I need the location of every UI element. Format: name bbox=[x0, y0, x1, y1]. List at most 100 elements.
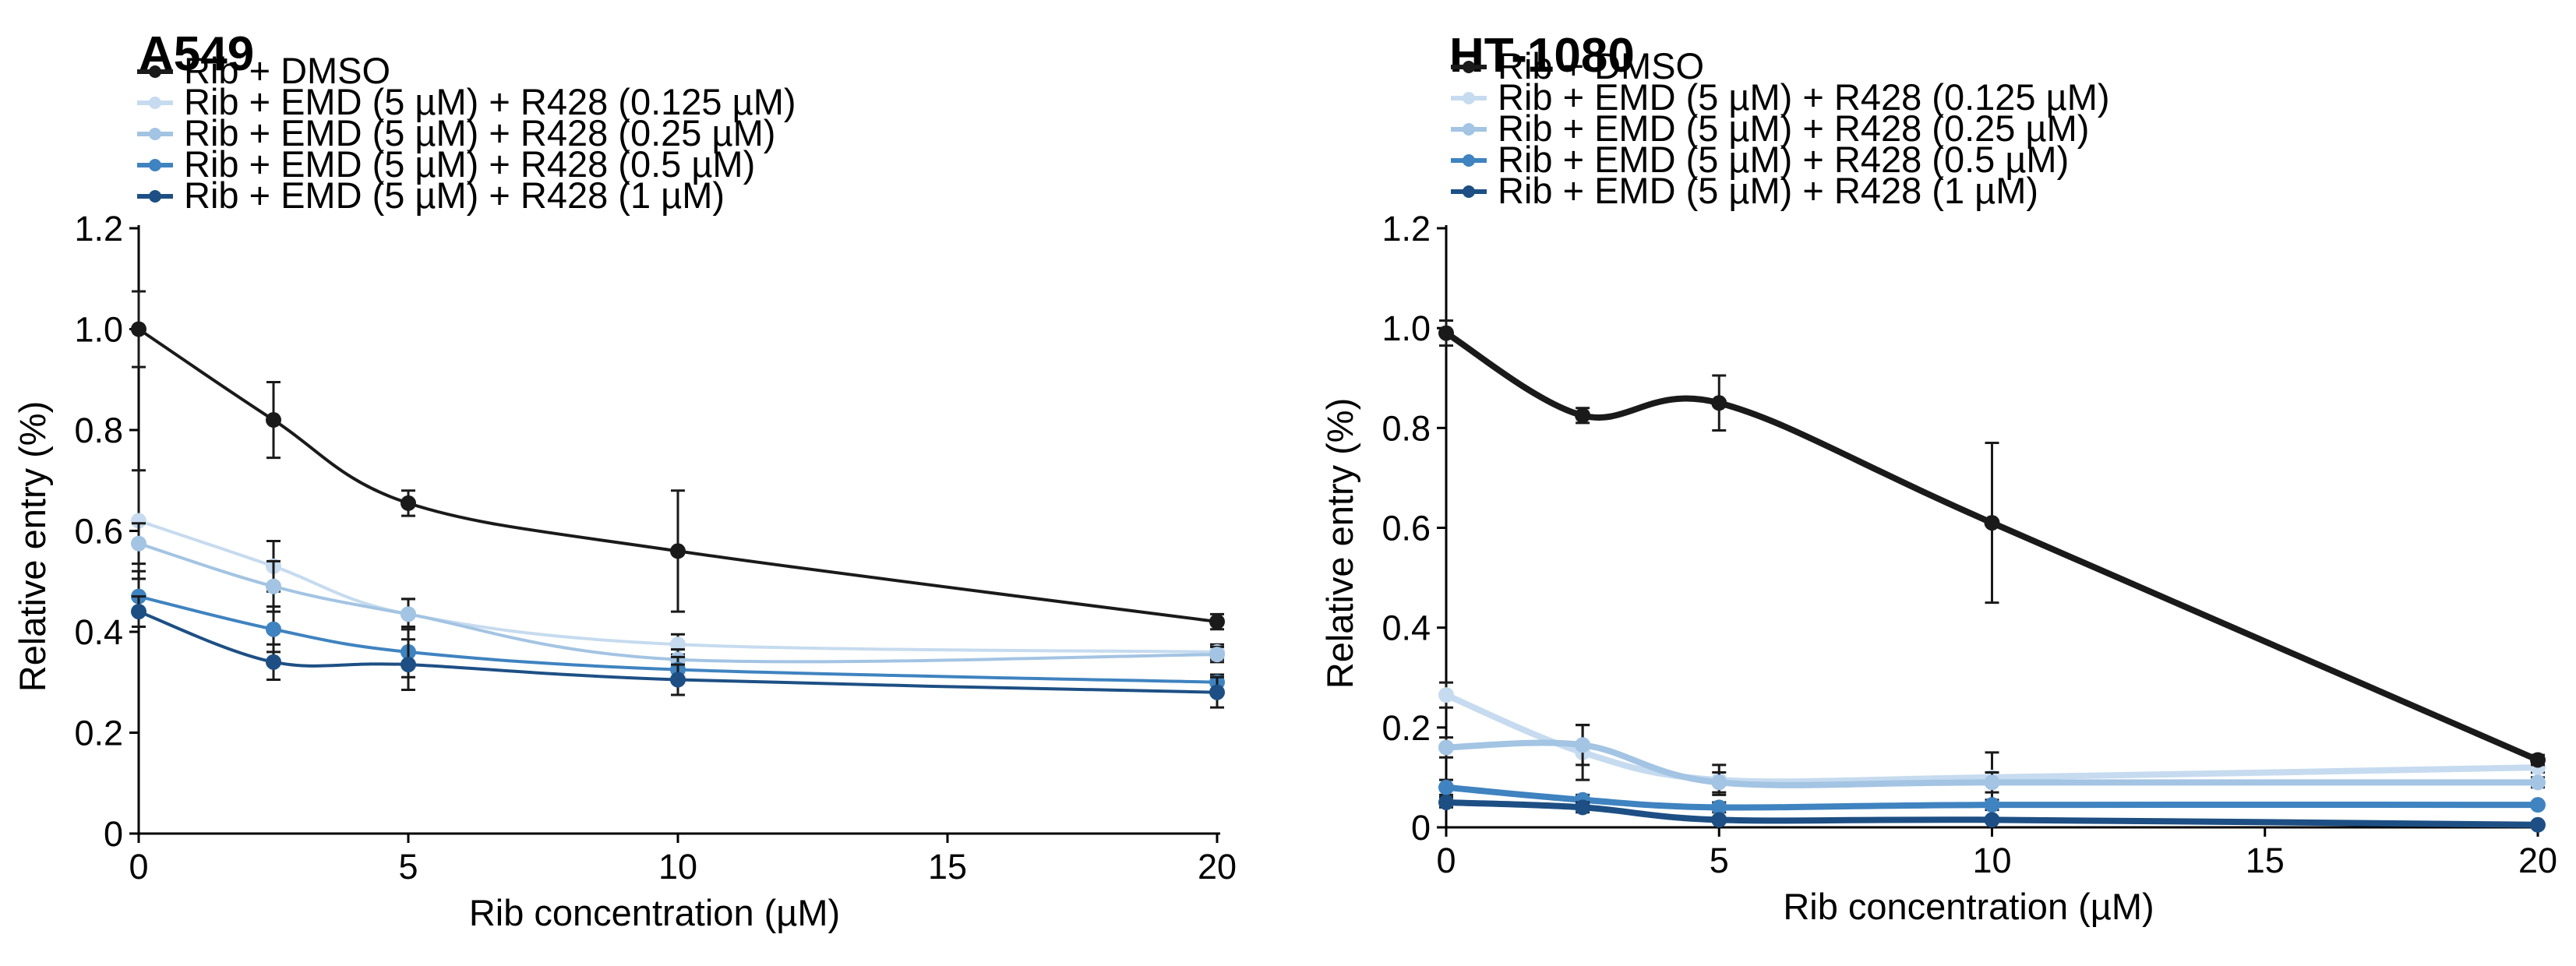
legend-swatch-marker bbox=[149, 159, 161, 171]
y-tick-label: 0.4 bbox=[74, 612, 123, 652]
legend-swatch-marker bbox=[149, 65, 161, 78]
data-point bbox=[1438, 687, 1454, 703]
data-point bbox=[131, 321, 146, 337]
legend-entry: Rib + EMD (5 µM) + R428 (0.5 µM) bbox=[1498, 139, 2069, 180]
data-point bbox=[1438, 739, 1454, 756]
data-point bbox=[131, 513, 146, 529]
data-point bbox=[131, 604, 146, 620]
series-line bbox=[1443, 330, 2541, 763]
y-tick-label: 1.2 bbox=[74, 209, 123, 249]
data-point bbox=[1438, 779, 1454, 795]
y-tick-label: 0.6 bbox=[1382, 509, 1431, 548]
x-tick-label: 20 bbox=[1198, 847, 1237, 887]
y-tick-label: 1.2 bbox=[1382, 209, 1431, 249]
x-tick-label: 5 bbox=[1710, 841, 1729, 880]
x-tick-label: 5 bbox=[398, 847, 418, 887]
data-point bbox=[266, 412, 281, 428]
legend-swatch-marker bbox=[149, 128, 161, 140]
data-point bbox=[401, 606, 416, 622]
x-axis-label: Rib concentration (µM) bbox=[469, 892, 840, 933]
series-line bbox=[137, 610, 1219, 694]
legend-swatch-marker bbox=[1463, 185, 1475, 198]
data-point bbox=[1984, 797, 2000, 813]
y-tick-label: 0.2 bbox=[74, 714, 123, 753]
data-point bbox=[1575, 407, 1591, 424]
legend-swatch-marker bbox=[1463, 123, 1475, 136]
x-tick-label: 10 bbox=[658, 847, 697, 887]
legend-entry: Rib + EMD (5 µM) + R428 (1 µM) bbox=[1498, 170, 2038, 211]
y-tick-label: 0 bbox=[104, 814, 123, 854]
data-point bbox=[131, 535, 146, 552]
data-point bbox=[1984, 515, 2000, 531]
x-tick-label: 0 bbox=[1436, 841, 1456, 880]
legend-swatch-marker bbox=[149, 97, 161, 109]
series-2 bbox=[1438, 724, 2546, 794]
data-point bbox=[670, 543, 686, 559]
data-point bbox=[1209, 647, 1225, 663]
y-tick-label: 0.4 bbox=[1382, 608, 1431, 648]
data-point bbox=[1711, 395, 1727, 411]
y-tick-label: 0 bbox=[1411, 808, 1431, 848]
legend-entry: Rib + EMD (5 µM) + R428 (0.5 µM) bbox=[184, 143, 755, 185]
series-line bbox=[1443, 692, 2541, 785]
data-point bbox=[1984, 774, 2000, 791]
legend-entry: Rib + DMSO bbox=[1498, 45, 1704, 86]
data-point bbox=[1438, 794, 1454, 810]
series-0 bbox=[1438, 319, 2546, 768]
series-0 bbox=[131, 290, 1225, 631]
data-point bbox=[2530, 752, 2546, 768]
data-point bbox=[670, 672, 686, 688]
x-tick-label: 20 bbox=[2518, 841, 2557, 880]
data-point bbox=[266, 578, 281, 594]
series-line bbox=[137, 541, 1219, 664]
data-point bbox=[266, 621, 281, 637]
data-point bbox=[401, 495, 416, 511]
legend-swatch-marker bbox=[1463, 154, 1475, 167]
data-point bbox=[2530, 797, 2546, 813]
y-axis-label: Relative entry (%) bbox=[1319, 398, 1360, 689]
series-line bbox=[137, 327, 1219, 624]
x-tick-label: 15 bbox=[928, 847, 967, 887]
y-axis-label: Relative entry (%) bbox=[12, 401, 53, 693]
legend-entry: Rib + EMD (5 µM) + R428 (0.25 µM) bbox=[184, 112, 775, 153]
series-line bbox=[1443, 799, 2541, 828]
x-tick-label: 0 bbox=[129, 847, 148, 887]
x-tick-label: 10 bbox=[1972, 841, 2011, 880]
y-tick-label: 0.2 bbox=[1382, 708, 1431, 748]
y-tick-label: 0.8 bbox=[1382, 408, 1431, 448]
chart-title: HT-1080 bbox=[1449, 29, 1635, 83]
legend-entry: Rib + EMD (5 µM) + R428 (1 µM) bbox=[184, 175, 725, 216]
legend-entry: Rib + EMD (5 µM) + R428 (0.25 µM) bbox=[1498, 108, 2089, 149]
y-tick-label: 0.8 bbox=[74, 411, 123, 450]
data-point bbox=[2530, 816, 2546, 833]
series-line bbox=[1443, 739, 2541, 788]
series-line bbox=[137, 519, 1219, 654]
x-axis-label: Rib concentration (µM) bbox=[1783, 886, 2154, 927]
data-point bbox=[401, 657, 416, 673]
data-point bbox=[1711, 812, 1727, 828]
data-point bbox=[1438, 325, 1454, 341]
data-point bbox=[1711, 774, 1727, 791]
data-point bbox=[1984, 812, 2000, 828]
data-point bbox=[1209, 614, 1225, 630]
y-tick-label: 0.6 bbox=[74, 512, 123, 552]
y-tick-label: 1.0 bbox=[74, 310, 123, 350]
x-tick-label: 15 bbox=[2246, 841, 2285, 880]
legend-entry: Rib + EMD (5 µM) + R428 (0.125 µM) bbox=[184, 81, 796, 122]
data-point bbox=[2530, 774, 2546, 791]
series-4 bbox=[131, 595, 1225, 709]
data-point bbox=[1711, 799, 1727, 816]
y-tick-label: 1.0 bbox=[1382, 308, 1431, 348]
legend-swatch-marker bbox=[1463, 61, 1475, 73]
series-line bbox=[1443, 784, 2541, 811]
data-point bbox=[1575, 799, 1591, 816]
legend-entry: Rib + DMSO bbox=[184, 50, 390, 91]
legend-swatch-marker bbox=[1463, 92, 1475, 104]
legend-swatch-marker bbox=[149, 190, 161, 203]
data-point bbox=[266, 654, 281, 670]
legend-entry: Rib + EMD (5 µM) + R428 (0.125 µM) bbox=[1498, 76, 2110, 118]
data-point bbox=[1575, 737, 1591, 753]
